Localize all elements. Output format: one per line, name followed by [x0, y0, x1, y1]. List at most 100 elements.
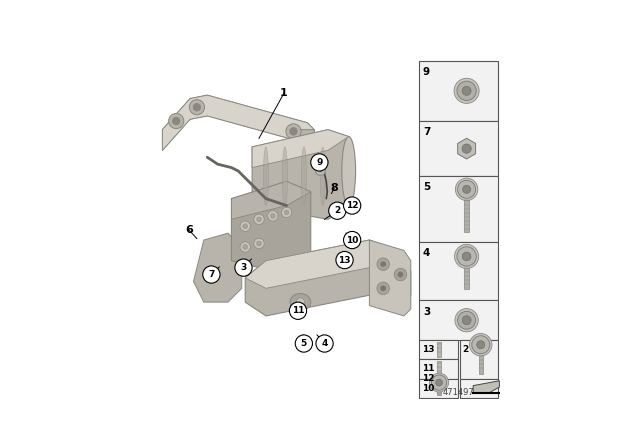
Circle shape	[316, 165, 326, 176]
Bar	[419, 121, 498, 176]
Text: 3: 3	[423, 306, 430, 317]
Circle shape	[458, 181, 476, 198]
Bar	[419, 340, 458, 359]
Polygon shape	[252, 129, 349, 168]
Text: 2: 2	[462, 345, 468, 354]
Circle shape	[472, 336, 490, 353]
Circle shape	[290, 128, 298, 135]
Circle shape	[257, 217, 261, 222]
Polygon shape	[232, 181, 311, 275]
Bar	[419, 60, 498, 121]
Circle shape	[457, 81, 476, 100]
Polygon shape	[232, 181, 311, 220]
Text: 13: 13	[339, 255, 351, 265]
Polygon shape	[294, 129, 314, 164]
Circle shape	[397, 272, 403, 277]
Circle shape	[344, 232, 361, 249]
Text: 12: 12	[346, 201, 358, 210]
Polygon shape	[193, 233, 242, 302]
Bar	[460, 379, 498, 398]
Text: 10: 10	[346, 236, 358, 245]
Circle shape	[193, 103, 201, 111]
Ellipse shape	[263, 147, 269, 206]
Text: 7: 7	[208, 270, 214, 279]
Text: 11
12: 11 12	[422, 364, 435, 383]
Circle shape	[394, 268, 406, 281]
Text: 471497: 471497	[443, 388, 475, 397]
Circle shape	[377, 282, 389, 294]
Circle shape	[380, 262, 386, 267]
Bar	[460, 340, 498, 379]
Circle shape	[240, 242, 250, 252]
Ellipse shape	[290, 293, 311, 311]
Bar	[465, 190, 469, 232]
Circle shape	[458, 311, 476, 329]
Text: 4: 4	[321, 339, 328, 348]
Bar	[419, 359, 458, 379]
Bar	[419, 242, 498, 301]
Text: 3: 3	[241, 263, 246, 272]
Text: 1: 1	[280, 88, 288, 99]
Circle shape	[295, 335, 312, 352]
Polygon shape	[245, 240, 397, 289]
Circle shape	[243, 224, 248, 228]
Text: 9: 9	[316, 158, 323, 167]
Text: 2: 2	[334, 206, 340, 215]
Circle shape	[329, 202, 346, 220]
Circle shape	[316, 335, 333, 352]
Circle shape	[454, 78, 479, 103]
Ellipse shape	[282, 147, 287, 206]
Polygon shape	[163, 95, 314, 151]
Circle shape	[270, 214, 275, 218]
Circle shape	[286, 124, 301, 139]
Bar	[464, 256, 469, 289]
Polygon shape	[458, 138, 476, 159]
Text: 10: 10	[422, 383, 435, 392]
Circle shape	[254, 214, 264, 224]
Text: 5: 5	[423, 182, 430, 193]
Bar	[479, 345, 483, 374]
Circle shape	[344, 197, 361, 214]
Circle shape	[470, 333, 492, 356]
Ellipse shape	[301, 147, 307, 206]
Text: 9: 9	[423, 67, 430, 77]
Circle shape	[311, 154, 328, 171]
Circle shape	[462, 316, 471, 325]
Circle shape	[462, 144, 471, 153]
Text: 7: 7	[423, 127, 430, 137]
Circle shape	[189, 99, 205, 115]
Circle shape	[462, 86, 471, 95]
Polygon shape	[252, 129, 349, 220]
Text: 11: 11	[292, 306, 304, 315]
Text: 6: 6	[186, 225, 193, 235]
Circle shape	[336, 251, 353, 269]
Bar	[437, 362, 441, 377]
Circle shape	[431, 375, 447, 390]
Ellipse shape	[342, 137, 356, 206]
Circle shape	[463, 185, 470, 194]
Text: 13: 13	[422, 345, 435, 354]
Circle shape	[254, 238, 264, 249]
Circle shape	[243, 245, 248, 250]
Circle shape	[462, 252, 471, 261]
Circle shape	[429, 373, 449, 392]
Circle shape	[235, 259, 252, 276]
Circle shape	[436, 379, 442, 386]
Text: 8: 8	[330, 183, 338, 193]
Circle shape	[282, 207, 292, 218]
Circle shape	[454, 244, 479, 268]
Bar	[419, 176, 498, 242]
Bar	[419, 379, 458, 398]
Circle shape	[456, 178, 478, 201]
Circle shape	[168, 113, 184, 129]
Polygon shape	[245, 240, 411, 316]
Polygon shape	[369, 240, 411, 316]
Circle shape	[457, 247, 476, 266]
Circle shape	[172, 117, 180, 125]
Polygon shape	[163, 95, 314, 151]
Circle shape	[240, 221, 250, 232]
Ellipse shape	[320, 147, 325, 206]
Text: 5: 5	[301, 339, 307, 348]
Bar	[419, 301, 498, 340]
Circle shape	[377, 258, 389, 271]
